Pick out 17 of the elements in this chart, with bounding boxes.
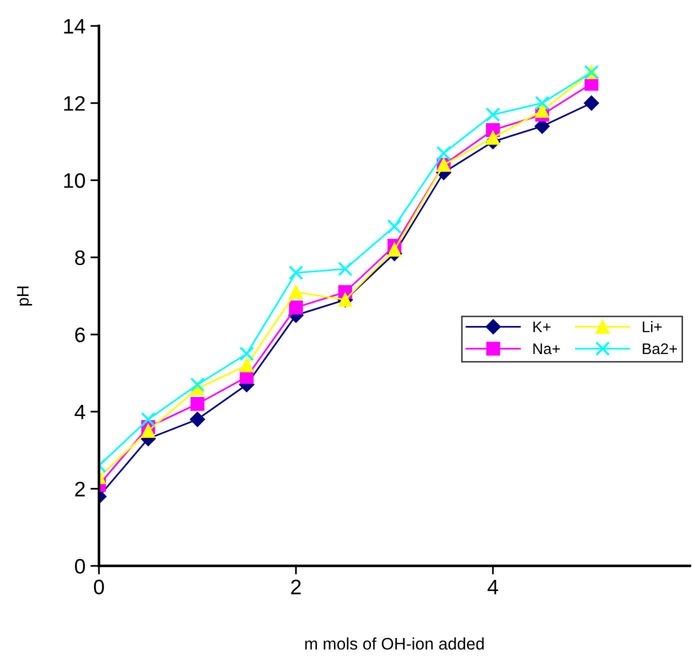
y-tick-label: 0 bbox=[74, 558, 85, 574]
y-tick-label: 14 bbox=[64, 19, 86, 34]
legend-label: K+ bbox=[533, 322, 551, 332]
x-tick-label: 2 bbox=[291, 580, 301, 594]
y-axis-title: pH bbox=[17, 286, 32, 306]
legend-label: Ba2+ bbox=[642, 343, 677, 354]
y-tick-label: 10 bbox=[64, 173, 85, 188]
y-tick-label: 2 bbox=[75, 482, 85, 496]
x-tick-label: 4 bbox=[488, 580, 498, 594]
x-tick-label: 0 bbox=[94, 580, 104, 594]
y-tick-label: 12 bbox=[64, 96, 85, 111]
legend-label: Na+ bbox=[533, 344, 560, 354]
legend-label: Li+ bbox=[642, 321, 662, 332]
x-axis-title: m mols of OH-ion added bbox=[305, 637, 484, 650]
y-tick-label: 4 bbox=[74, 404, 86, 420]
y-tick-label: 8 bbox=[75, 250, 85, 266]
y-tick-label: 6 bbox=[75, 327, 85, 342]
